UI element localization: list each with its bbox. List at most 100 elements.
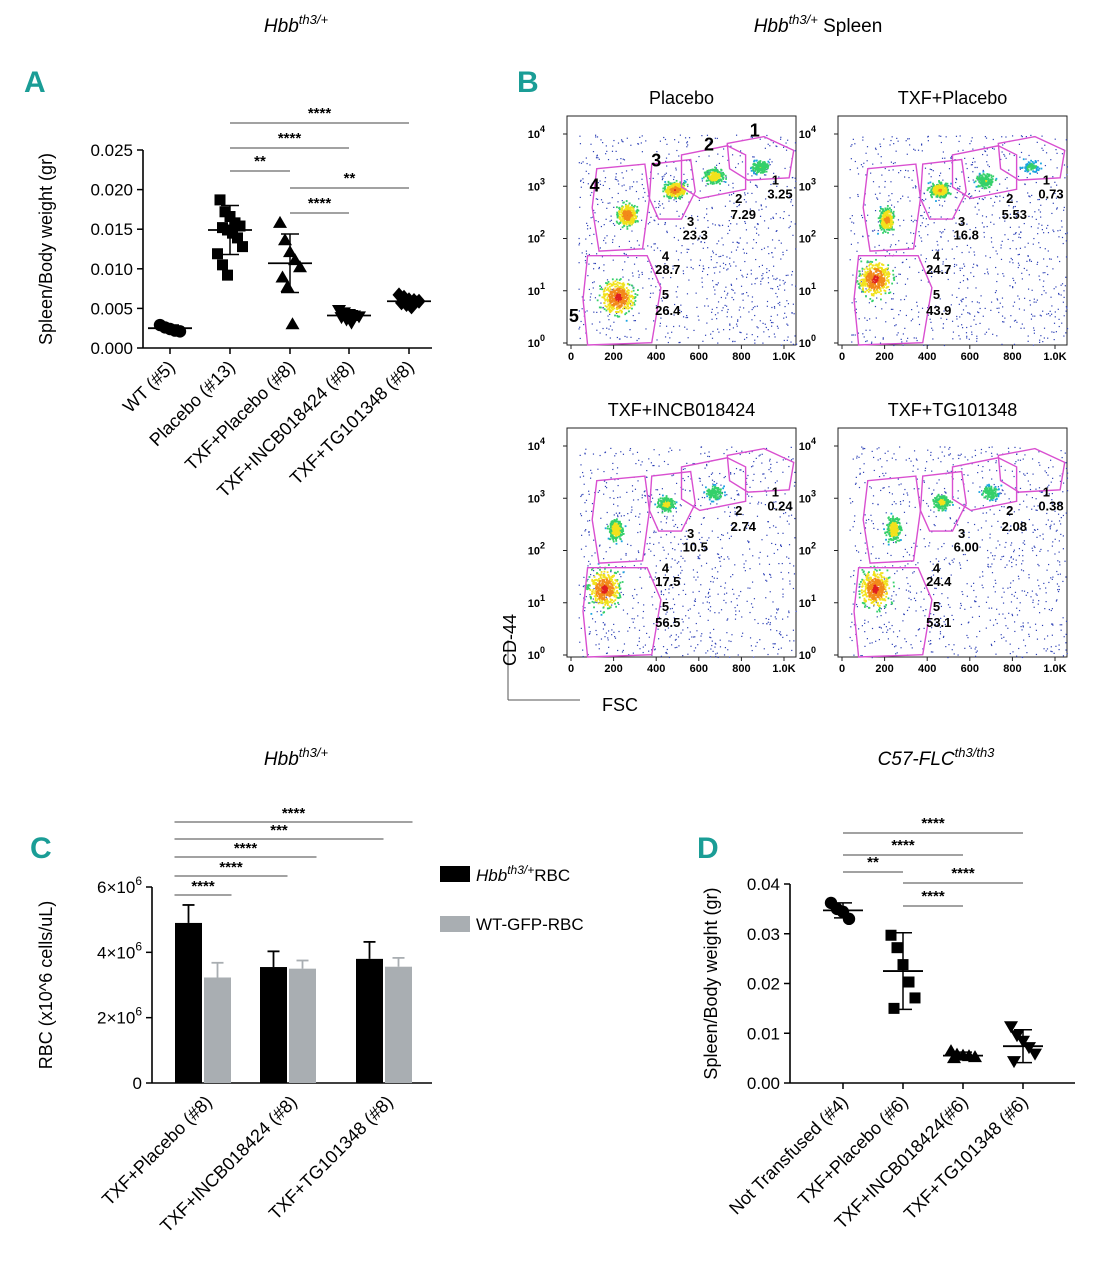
event-dot bbox=[716, 652, 718, 654]
event-dot bbox=[786, 300, 788, 302]
density-dot bbox=[871, 276, 874, 279]
event-dot bbox=[1055, 331, 1057, 333]
density-dot bbox=[612, 291, 615, 294]
event-dot bbox=[854, 143, 856, 145]
event-dot bbox=[713, 272, 716, 274]
event-dot bbox=[978, 190, 981, 192]
event-dot bbox=[631, 169, 633, 171]
event-dot bbox=[701, 281, 703, 283]
density-dot bbox=[871, 266, 874, 269]
event-dot bbox=[977, 311, 979, 313]
event-dot bbox=[725, 264, 727, 266]
event-dot bbox=[785, 316, 787, 318]
event-dot bbox=[927, 344, 929, 346]
event-dot bbox=[641, 219, 643, 221]
event-dot bbox=[958, 140, 960, 143]
event-dot bbox=[856, 250, 858, 252]
density-dot bbox=[621, 226, 624, 229]
event-dot bbox=[770, 315, 772, 317]
density-dot bbox=[621, 219, 624, 222]
density-dot bbox=[888, 207, 891, 210]
event-dot bbox=[862, 136, 864, 138]
event-dot bbox=[702, 340, 704, 342]
event-dot bbox=[793, 573, 796, 575]
density-dot bbox=[879, 287, 882, 290]
event-dot bbox=[591, 182, 593, 185]
density-dot bbox=[864, 284, 867, 287]
event-dot bbox=[1061, 153, 1064, 155]
event-dot bbox=[730, 251, 733, 253]
density-dot bbox=[879, 290, 882, 292]
density-dot bbox=[887, 231, 889, 234]
event-dot bbox=[1065, 306, 1067, 308]
event-dot bbox=[749, 181, 752, 183]
density-dot bbox=[942, 184, 945, 187]
event-dot bbox=[719, 271, 721, 273]
density-dot bbox=[609, 282, 612, 285]
event-dot bbox=[756, 326, 758, 328]
event-dot bbox=[932, 329, 934, 331]
event-dot bbox=[617, 142, 620, 144]
density-dot bbox=[755, 164, 758, 167]
event-dot bbox=[787, 139, 789, 141]
density-dot bbox=[877, 272, 880, 275]
event-dot bbox=[665, 296, 667, 298]
event-dot bbox=[872, 181, 875, 183]
density-dot bbox=[939, 190, 942, 193]
density-dot bbox=[881, 277, 884, 280]
event-dot bbox=[738, 203, 741, 206]
event-dot bbox=[587, 225, 589, 227]
density-dot bbox=[881, 208, 884, 210]
event-dot bbox=[688, 248, 690, 251]
event-dot bbox=[721, 309, 723, 312]
event-dot bbox=[1051, 331, 1053, 333]
event-dot bbox=[1053, 331, 1055, 333]
density-dot bbox=[622, 300, 625, 303]
event-dot bbox=[727, 649, 729, 651]
event-dot bbox=[621, 269, 624, 271]
event-dot bbox=[1013, 279, 1015, 282]
event-dot bbox=[1058, 318, 1060, 320]
event-dot bbox=[591, 243, 593, 245]
event-dot bbox=[607, 202, 609, 204]
event-dot bbox=[775, 213, 777, 215]
event-dot bbox=[704, 334, 707, 336]
event-dot bbox=[666, 230, 668, 232]
event-dot bbox=[1017, 266, 1019, 269]
event-dot bbox=[723, 267, 725, 269]
density-dot bbox=[671, 184, 674, 187]
density-dot bbox=[1025, 168, 1028, 171]
density-dot bbox=[616, 216, 619, 219]
event-dot bbox=[773, 333, 775, 335]
event-dot bbox=[1015, 248, 1017, 250]
event-dot bbox=[623, 184, 625, 186]
density-dot bbox=[617, 302, 620, 305]
event-dot bbox=[641, 183, 643, 186]
density-dot bbox=[872, 299, 874, 302]
event-dot bbox=[758, 209, 760, 211]
event-dot bbox=[736, 205, 738, 208]
density-dot bbox=[977, 184, 980, 187]
event-dot bbox=[944, 228, 946, 231]
event-dot bbox=[963, 265, 966, 267]
event-dot bbox=[1060, 294, 1062, 296]
event-dot bbox=[746, 336, 748, 339]
event-dot bbox=[902, 333, 904, 335]
density-dot bbox=[616, 213, 618, 216]
event-dot bbox=[1039, 339, 1041, 341]
event-dot bbox=[730, 194, 733, 196]
density-dot bbox=[864, 271, 867, 273]
event-dot bbox=[600, 139, 602, 141]
density-dot bbox=[946, 182, 949, 185]
event-dot bbox=[1056, 208, 1058, 210]
density-dot bbox=[618, 217, 621, 220]
event-dot bbox=[940, 236, 942, 238]
density-dot bbox=[864, 290, 867, 293]
density-dot bbox=[877, 276, 880, 278]
density-dot bbox=[861, 281, 864, 284]
density-dot bbox=[867, 272, 869, 275]
density-dot bbox=[1035, 170, 1038, 173]
event-dot bbox=[992, 205, 994, 207]
density-dot bbox=[887, 214, 889, 217]
event-dot bbox=[1009, 213, 1011, 215]
